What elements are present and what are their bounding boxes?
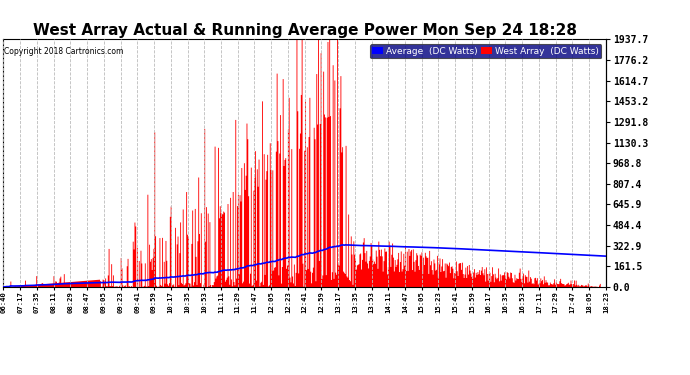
Text: Copyright 2018 Cartronics.com: Copyright 2018 Cartronics.com	[4, 47, 124, 56]
Title: West Array Actual & Running Average Power Mon Sep 24 18:28: West Array Actual & Running Average Powe…	[32, 23, 577, 38]
Legend: Average  (DC Watts), West Array  (DC Watts): Average (DC Watts), West Array (DC Watts…	[370, 44, 601, 58]
